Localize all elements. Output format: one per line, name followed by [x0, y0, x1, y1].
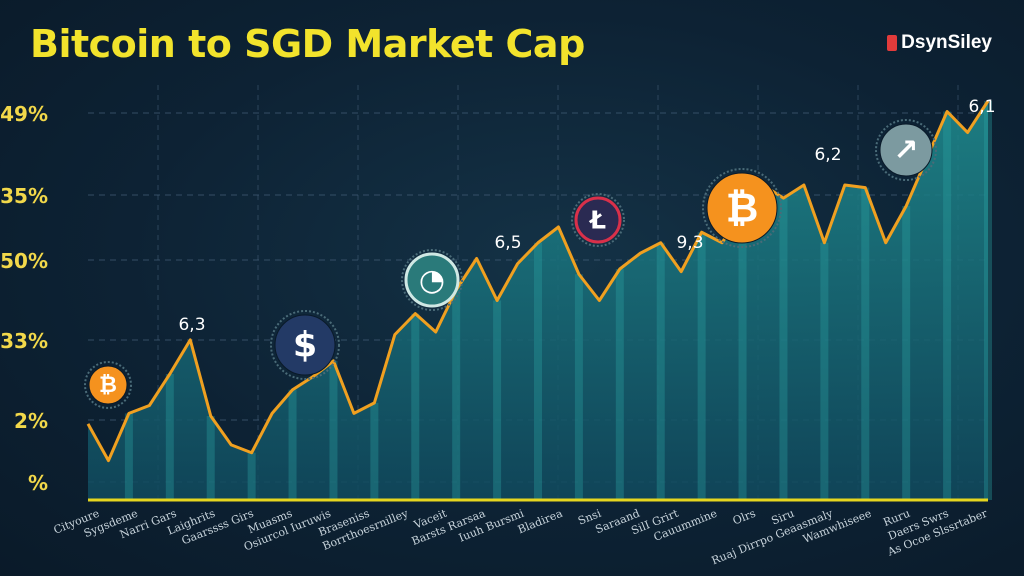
- y-tick-label: 33%: [0, 329, 48, 353]
- column-stripe: [165, 374, 174, 500]
- column-stripe: [124, 413, 133, 500]
- annotation-label: 6,1: [968, 97, 995, 117]
- column-stripe: [902, 206, 911, 500]
- coin-face: [88, 365, 128, 405]
- coin-ring: [571, 193, 625, 247]
- column-stripe: [370, 402, 379, 500]
- y-tick-label: 49%: [0, 102, 48, 126]
- bitcoin-coin-icon: ₿: [84, 361, 132, 409]
- brand-icon: [887, 35, 898, 51]
- annotation-label: 9,3: [676, 233, 703, 253]
- coin-ring: [270, 310, 340, 380]
- coin-face: [706, 172, 778, 244]
- column-stripe: [656, 242, 665, 500]
- column-stripe: [984, 101, 992, 500]
- coin-glyph: ₿: [99, 373, 117, 398]
- column-stripe: [779, 198, 788, 500]
- column-stripe: [820, 242, 829, 500]
- arrow-coin-icon: ↗: [875, 119, 937, 181]
- coin-glyph: ◔: [419, 263, 445, 298]
- y-tick-label: 35%: [0, 184, 48, 208]
- chart-title: Bitcoin to SGD Market Cap: [30, 22, 585, 66]
- y-tick-label: 2%: [14, 409, 48, 433]
- coin-glyph: ↗: [893, 133, 918, 168]
- column-stripe: [574, 274, 583, 500]
- column-stripe: [493, 300, 502, 500]
- coin-icons: ₿ $ ◔ Ł ₿ ↗: [84, 119, 937, 409]
- column-stripe: [288, 389, 297, 500]
- column-stripe: [206, 416, 215, 500]
- coin-ring: [401, 249, 463, 311]
- coin-ring: [702, 168, 782, 248]
- bitcoin-coin-large-icon: ₿: [702, 168, 782, 248]
- brand-logo: DsynSiley: [887, 32, 992, 54]
- coin-ring: [875, 119, 937, 181]
- coin-glyph: Ł: [588, 205, 606, 234]
- data-annotations: 6,3 6,5 9,3 6,2 6,1: [178, 97, 995, 335]
- y-tick-label: %: [28, 471, 48, 495]
- annotation-label: 6,2: [814, 145, 841, 165]
- column-stripe: [411, 313, 420, 500]
- coin-face: [404, 252, 460, 308]
- line-series: [86, 100, 990, 463]
- column-stripe: [452, 290, 461, 500]
- coin-face: [574, 196, 622, 244]
- x-tick-label: Olrs: [731, 507, 758, 528]
- x-tick-label: Bladirea: [516, 507, 565, 537]
- column-stripe: [247, 452, 256, 500]
- brand-name: DsynSiley: [901, 32, 992, 53]
- column-stripe: [861, 187, 870, 500]
- column-stripe: [534, 242, 542, 500]
- dollar-coin-icon: $: [270, 310, 340, 380]
- annotation-label: 6,3: [178, 315, 205, 335]
- column-stripe: [615, 269, 624, 500]
- column-stripe: [738, 211, 747, 500]
- coin-ring: [84, 361, 132, 409]
- annotation-label: 6,5: [494, 233, 521, 253]
- coin-glyph: $: [293, 325, 317, 365]
- coin-face: [879, 123, 933, 177]
- litecoin-coin-icon: Ł: [571, 193, 625, 247]
- coin-glyph: ₿: [726, 185, 759, 231]
- y-tick-labels: 49% 35% 50% 33% 2%%: [0, 102, 48, 495]
- column-stripes: [124, 101, 992, 500]
- lock-coin-icon: ◔: [401, 249, 463, 311]
- column-stripe: [943, 111, 952, 500]
- coin-face: [274, 314, 336, 376]
- column-stripe: [697, 232, 706, 500]
- column-stripe: [329, 360, 338, 500]
- y-tick-label: 50%: [0, 249, 48, 273]
